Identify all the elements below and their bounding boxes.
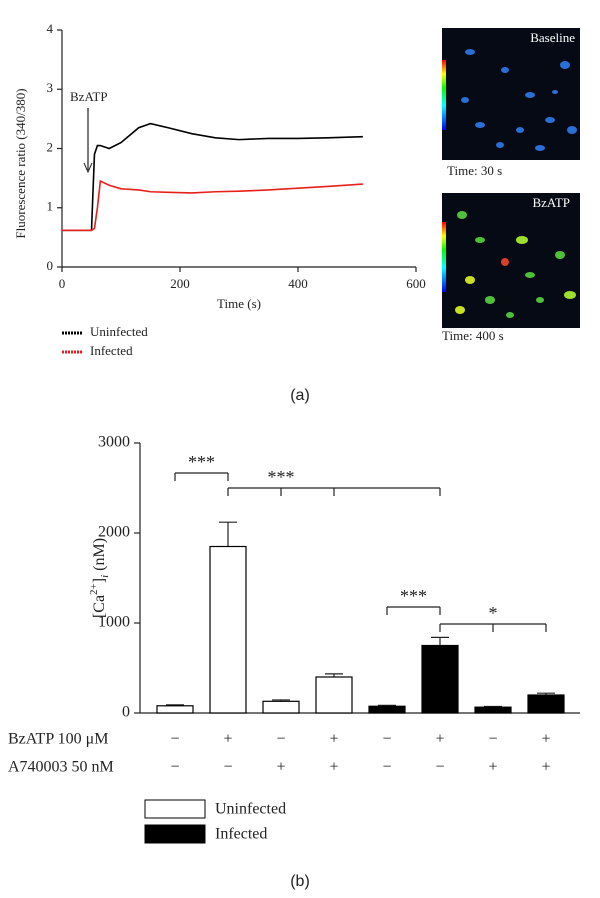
legend-label: Infected <box>215 826 267 843</box>
y-tick-label: 1 <box>47 199 54 214</box>
row-sign: − <box>170 759 179 776</box>
arrow-head <box>83 162 93 174</box>
annotation: BzATP <box>70 89 108 104</box>
x-tick-label: 200 <box>170 276 190 291</box>
y-tick-label: 0 <box>47 258 54 273</box>
row-sign: + <box>329 731 338 748</box>
x-tick-label: 600 <box>406 276 426 291</box>
y-label-part: 2+ <box>88 583 100 595</box>
legend-label: Infected <box>90 343 133 358</box>
y-label-part: (nM) <box>91 538 108 575</box>
significance-label: * <box>489 603 498 623</box>
bar <box>527 694 565 714</box>
legend-label: Uninfected <box>215 801 286 818</box>
bar <box>315 676 353 714</box>
y-tick-label: 2000 <box>98 524 130 541</box>
bar <box>368 705 406 714</box>
bar <box>262 700 300 714</box>
significance-label: *** <box>268 467 295 487</box>
row-sign: + <box>541 759 550 776</box>
cell-image <box>442 28 580 328</box>
panel-caption: (b) <box>290 873 310 890</box>
bar <box>209 545 247 714</box>
row-sign: + <box>276 759 285 776</box>
y-tick-label: 0 <box>122 704 130 721</box>
y-tick-label: 1000 <box>98 614 130 631</box>
y-tick-label: 3 <box>47 80 54 95</box>
legend-label: Uninfected <box>90 324 148 339</box>
row-sign: − <box>382 731 391 748</box>
y-axis-label: [Ca2+]i (nM) <box>88 538 111 618</box>
image-label: BzATP <box>532 195 570 210</box>
legend-swatch <box>144 824 206 844</box>
row-sign: − <box>170 731 179 748</box>
row-sign: − <box>435 759 444 776</box>
row-label: BzATP 100 μM <box>8 731 108 748</box>
row-sign: + <box>329 759 338 776</box>
x-axis-label: Time (s) <box>217 296 261 311</box>
image-caption: Time: 400 s <box>442 328 504 343</box>
significance-label: *** <box>400 586 427 606</box>
row-sign: − <box>488 731 497 748</box>
legend-swatch <box>144 799 206 819</box>
y-axis-label: Fluorescence ratio (340/380) <box>13 88 28 238</box>
bar <box>421 644 459 714</box>
bar <box>156 705 194 714</box>
y-label-part: [Ca <box>91 595 108 618</box>
y-tick-label: 3000 <box>98 434 130 451</box>
x-tick-label: 400 <box>288 276 308 291</box>
panel-caption: (a) <box>290 387 310 404</box>
row-sign: + <box>488 759 497 776</box>
row-sign: + <box>435 731 444 748</box>
row-sign: − <box>223 759 232 776</box>
y-label-part: i <box>99 575 111 578</box>
row-sign: + <box>223 731 232 748</box>
data-line <box>62 179 363 232</box>
row-sign: − <box>382 759 391 776</box>
data-line <box>62 122 363 232</box>
x-tick-label: 0 <box>59 276 66 291</box>
y-tick-label: 4 <box>47 21 54 36</box>
row-label: A740003 50 nM <box>8 759 114 776</box>
y-label-part: ] <box>91 578 108 583</box>
image-label: Baseline <box>530 30 575 45</box>
row-sign: − <box>276 731 285 748</box>
significance-label: *** <box>188 452 215 472</box>
row-sign: + <box>541 731 550 748</box>
bar <box>474 706 512 714</box>
y-tick-label: 2 <box>47 139 54 154</box>
image-caption: Time: 30 s <box>447 163 502 178</box>
